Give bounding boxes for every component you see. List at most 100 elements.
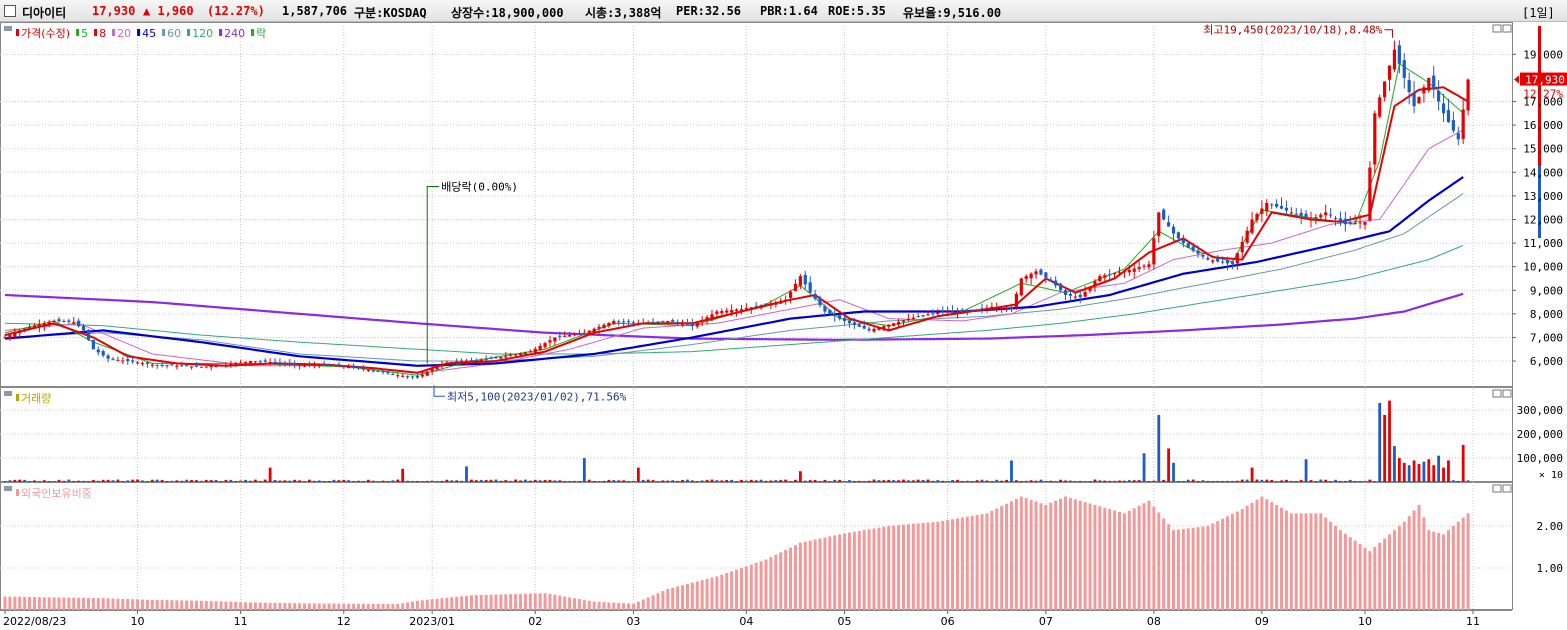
candle-body bbox=[391, 374, 395, 376]
volume-bar bbox=[116, 479, 120, 482]
period-selector[interactable]: [1일] bbox=[1522, 6, 1555, 20]
foreign-bar bbox=[199, 600, 203, 610]
candle-body bbox=[1034, 271, 1038, 275]
foreign-bar bbox=[563, 596, 567, 610]
foreign-bar bbox=[126, 599, 130, 610]
foreign-bar bbox=[1088, 503, 1092, 610]
candle-body bbox=[47, 322, 51, 325]
candle-body bbox=[568, 335, 572, 337]
pbr-value: PBR:1.64 bbox=[760, 4, 818, 18]
foreign-bar bbox=[430, 599, 434, 610]
volume-bar bbox=[474, 480, 478, 482]
volume-bar bbox=[862, 481, 866, 482]
candle-body bbox=[774, 302, 778, 305]
candle-body bbox=[81, 325, 86, 331]
candle-body bbox=[867, 328, 871, 331]
candle-body bbox=[671, 320, 675, 322]
volume-bar bbox=[774, 480, 778, 482]
panel-minimize-icon[interactable] bbox=[1492, 24, 1502, 33]
candle-body bbox=[3, 337, 7, 339]
volume-bar bbox=[249, 480, 252, 482]
foreign-bar bbox=[911, 523, 915, 610]
candle-body bbox=[13, 332, 17, 337]
candle-body bbox=[1446, 110, 1451, 122]
candle-body bbox=[955, 311, 960, 314]
foreign-bar bbox=[1098, 506, 1102, 610]
x-tick-label: 12 bbox=[337, 615, 351, 628]
candle-body bbox=[386, 371, 390, 374]
candle-body bbox=[715, 311, 719, 314]
foreign-bar bbox=[931, 522, 935, 610]
foreign-bar bbox=[1162, 518, 1166, 610]
candle-body bbox=[916, 316, 920, 318]
panel-close-icon[interactable] bbox=[1502, 24, 1512, 33]
foreign-bar bbox=[735, 569, 739, 610]
candle-body bbox=[1279, 205, 1284, 209]
select-checkbox[interactable] bbox=[4, 5, 16, 17]
volume-bar bbox=[106, 479, 110, 482]
candle-body bbox=[91, 339, 95, 350]
foreign-bar bbox=[587, 600, 591, 610]
volume-bar bbox=[1162, 480, 1166, 482]
volume-bar bbox=[538, 480, 542, 482]
foreign-bar bbox=[1417, 504, 1421, 610]
price-tick-label: 15,000 bbox=[1523, 143, 1563, 156]
candle-body bbox=[229, 363, 233, 366]
volume-bar bbox=[411, 481, 414, 482]
candle-body bbox=[494, 357, 498, 359]
volume-bar bbox=[278, 480, 282, 482]
panel-minimize-icon[interactable] bbox=[1492, 484, 1502, 493]
foreign-bar bbox=[509, 594, 513, 610]
foreign-bar bbox=[533, 593, 537, 610]
panel-close-icon[interactable] bbox=[1502, 484, 1512, 493]
candle-body bbox=[347, 366, 351, 368]
legend-label-1: 5 bbox=[81, 27, 88, 40]
panel-menu-icon[interactable] bbox=[4, 486, 12, 491]
foreign-bar bbox=[155, 599, 159, 610]
candle-body bbox=[587, 330, 591, 334]
candle-body bbox=[730, 310, 734, 313]
candle-body bbox=[1343, 218, 1347, 225]
last-price-pct: 12.27% bbox=[1523, 88, 1563, 101]
volume-bar bbox=[558, 480, 562, 482]
candle-body bbox=[936, 312, 940, 314]
foreign-bar bbox=[239, 602, 243, 610]
foreign-bar bbox=[1108, 509, 1112, 610]
candle-body bbox=[268, 361, 272, 363]
foreign-bar bbox=[1122, 513, 1126, 610]
volume-bar bbox=[91, 480, 95, 482]
candle-body bbox=[769, 303, 773, 306]
volume-bar bbox=[936, 480, 940, 482]
candle-body bbox=[440, 364, 444, 367]
volume-bar bbox=[1289, 480, 1293, 482]
volume-bar bbox=[1339, 480, 1342, 482]
volume-bar bbox=[1461, 444, 1465, 482]
volume-bar bbox=[1123, 480, 1126, 482]
volume-bar bbox=[980, 479, 984, 482]
price-tick-label: 10,000 bbox=[1523, 261, 1563, 274]
panel-minimize-icon[interactable] bbox=[1492, 389, 1502, 398]
volume-bar bbox=[764, 480, 768, 482]
volume-bar bbox=[1265, 479, 1269, 482]
volume-bar bbox=[1059, 479, 1062, 482]
candle-body bbox=[1181, 239, 1185, 244]
volume-bar bbox=[798, 471, 802, 482]
volume-bar bbox=[975, 480, 979, 482]
foreign-bar bbox=[955, 518, 959, 610]
volume-bar bbox=[1427, 459, 1431, 482]
foreign-bar bbox=[980, 514, 984, 610]
panel-menu-icon[interactable] bbox=[4, 391, 12, 396]
candle-body bbox=[307, 364, 312, 366]
volume-bar bbox=[150, 479, 154, 482]
panel-close-icon[interactable] bbox=[1502, 389, 1512, 398]
candle-body bbox=[327, 364, 331, 366]
foreign-bar bbox=[91, 598, 95, 610]
foreign-bar bbox=[1250, 502, 1254, 610]
foreign-bar bbox=[1412, 510, 1416, 610]
candle-body bbox=[734, 309, 739, 312]
foreign-bar bbox=[1294, 513, 1298, 610]
candle-body bbox=[396, 375, 400, 377]
volume-bar bbox=[1054, 480, 1058, 482]
panel-menu-icon[interactable] bbox=[4, 26, 12, 31]
foreign-bar bbox=[356, 603, 360, 610]
